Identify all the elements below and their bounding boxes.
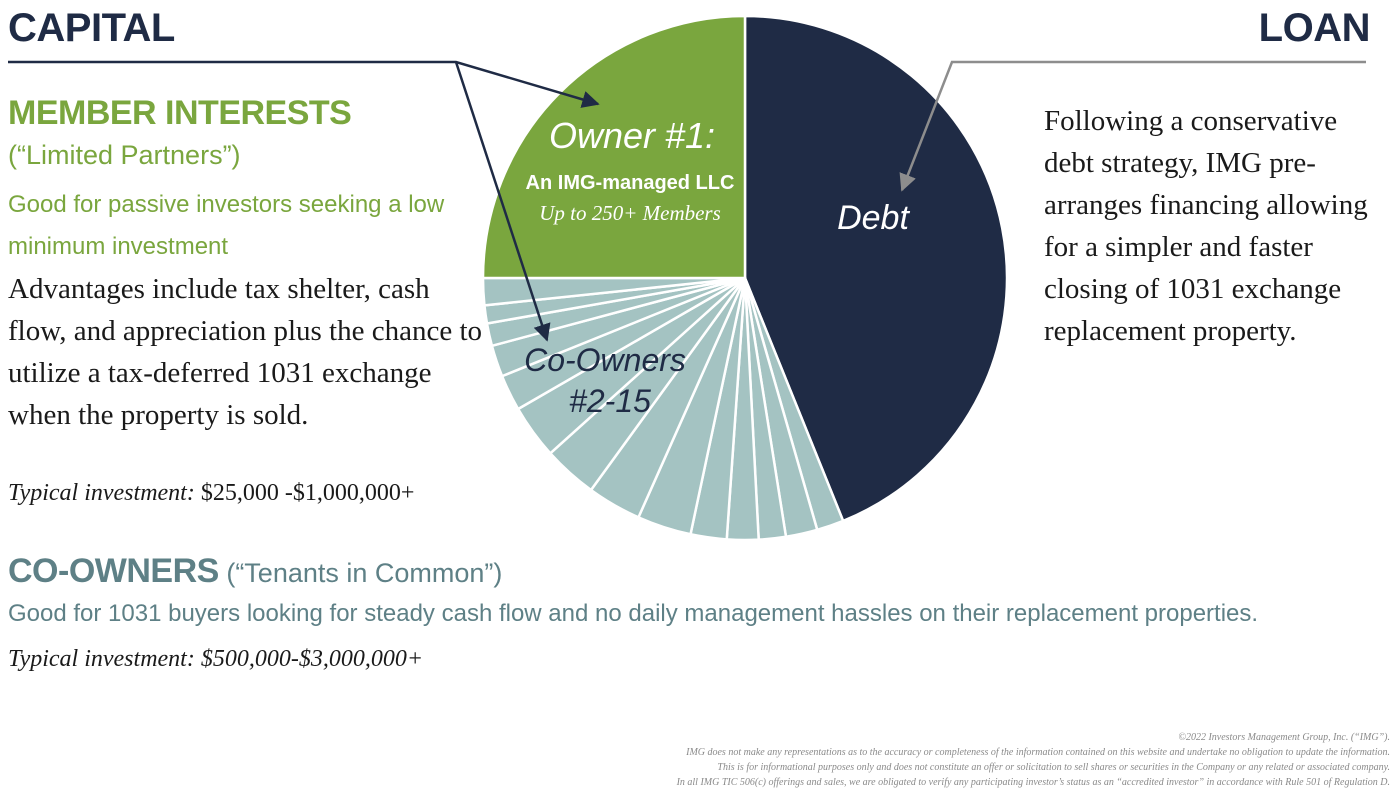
owner1-title: Owner #1: [549,115,715,156]
pie-slices [481,14,1009,542]
coowner-slice-14 [743,276,819,539]
debt-label: Debt [837,199,910,237]
coowner-slice-10 [637,276,747,536]
member-typical-label: Typical investment: [8,480,195,506]
footer-disclaimer-1: IMG does not make any representations as… [686,747,1390,758]
coowners-heading: CO-OWNERS [8,552,219,590]
coowner-slice-7 [516,276,747,455]
coowner-slice-13 [743,276,788,541]
owner1-slice [481,14,747,280]
member-interests-subheading: (“Limited Partners”) [8,140,241,170]
member-interests-good-for: Good for passive investors seeking a low… [8,191,445,260]
footer-disclaimer-2: This is for informational purposes only … [717,762,1390,773]
coowner-slice-2 [481,276,747,307]
coowner-slice-6 [500,276,747,411]
coowner-slice-5 [490,276,747,378]
coowners-title-row: CO-OWNERS (“Tenants in Common”) [8,552,502,591]
loan-heading: LOAN [1258,6,1371,50]
member-typical-investment: Typical investment: $25,000 -$1,000,000+ [8,480,414,507]
coowner-slice-12 [725,276,760,542]
member-interests-advantages: Advantages include tax shelter, cash flo… [8,273,483,431]
coowners-pie-label-1: Co-Owners [524,342,686,378]
coowner-slice-8 [549,276,747,492]
legal-footer: ©2022 Investors Management Group, Inc. (… [490,730,1390,790]
member-interests-heading: MEMBER INTERESTS [8,94,352,132]
owner1-llc-label: An IMG-managed LLC [526,172,735,194]
footer-disclaimer-3: In all IMG TIC 506(c) offerings and sale… [676,777,1390,788]
owner1-members-label: Up to 250+ Members [539,201,721,225]
capital-heading: CAPITAL [8,6,175,50]
coowner-slice-4 [485,276,747,348]
coowner-slice-15 [743,276,845,532]
coowner-slice-9 [589,276,747,519]
coowner-slice-3 [483,276,747,325]
loan-description: Following a conservative debt strategy, … [1044,105,1368,347]
debt-slice [743,14,1009,523]
coowner-slice-11 [689,276,747,541]
footer-copyright: ©2022 Investors Management Group, Inc. (… [1178,732,1390,743]
member-typical-value: $25,000 -$1,000,000+ [194,480,415,506]
coowners-pie-label-2: #2-15 [569,383,651,419]
coowners-typical-investment: Typical investment: $500,000-$3,000,000+ [8,646,424,672]
coowners-subheading: (“Tenants in Common”) [218,558,503,588]
coowners-good-for: Good for 1031 buyers looking for steady … [8,600,1259,627]
